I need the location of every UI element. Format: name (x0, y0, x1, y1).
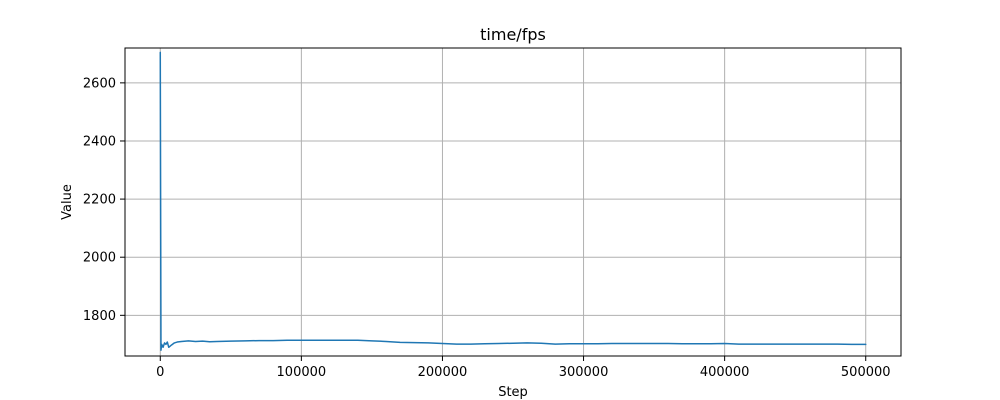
x-tick-label: 300000 (559, 365, 609, 380)
y-tick-label: 2600 (83, 76, 116, 91)
x-tick-label: 0 (156, 365, 164, 380)
series-layer (159, 51, 867, 351)
y-tick-label: 1800 (83, 309, 116, 324)
y-tick-label: 2000 (83, 251, 116, 266)
plot-frame (124, 47, 902, 357)
y-tick-label: 2200 (83, 193, 116, 208)
x-tick-label: 400000 (700, 365, 750, 380)
series-line (159, 51, 867, 351)
x-tick-label: 100000 (277, 365, 327, 380)
x-axis-label: Step (498, 385, 528, 400)
y-axis-label: Value (60, 184, 75, 220)
x-axis-ticks: 0 100000 200000 300000 400000 500000 (156, 356, 891, 380)
y-axis-ticks: 1800 2000 2200 2400 2600 (83, 76, 125, 324)
y-tick-label: 2400 (83, 134, 116, 149)
x-tick-label: 200000 (418, 365, 468, 380)
grid (125, 48, 901, 356)
chart-title: time/fps (480, 25, 546, 44)
x-tick-label: 500000 (841, 365, 891, 380)
